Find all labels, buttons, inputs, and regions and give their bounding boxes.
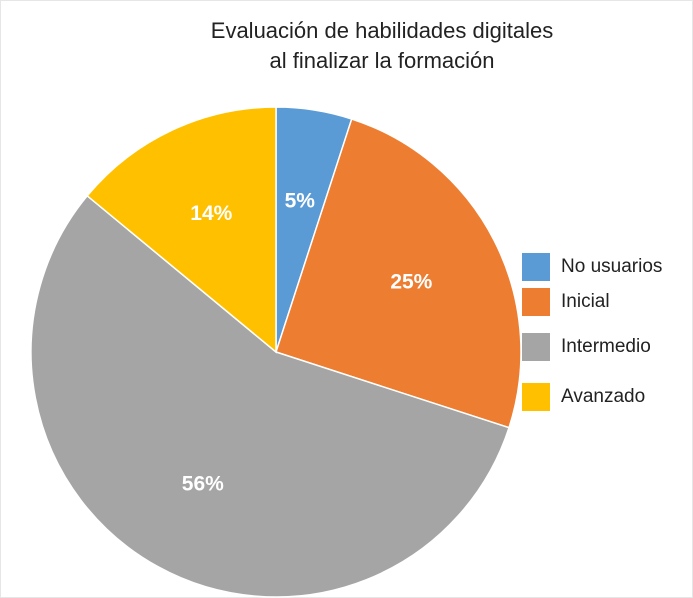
data-label: 14% — [190, 202, 232, 225]
legend-swatch — [522, 288, 550, 316]
legend-label: Intermedio — [561, 336, 651, 357]
pie-slice — [275, 118, 522, 429]
legend-label: Avanzado — [561, 386, 645, 407]
legend-swatch — [522, 253, 550, 281]
data-label: 56% — [182, 473, 224, 496]
legend-swatch — [522, 383, 550, 411]
chart-title: al finalizar la formación — [270, 48, 495, 73]
data-label: 25% — [390, 271, 432, 294]
legend-label: No usuarios — [561, 256, 662, 277]
chart-title: Evaluación de habilidades digitales — [211, 18, 553, 43]
legend-label: Inicial — [561, 291, 610, 312]
pie-slice — [30, 194, 510, 598]
pie-slice — [86, 106, 277, 354]
legend-swatch — [522, 333, 550, 361]
data-label: 5% — [285, 190, 316, 213]
